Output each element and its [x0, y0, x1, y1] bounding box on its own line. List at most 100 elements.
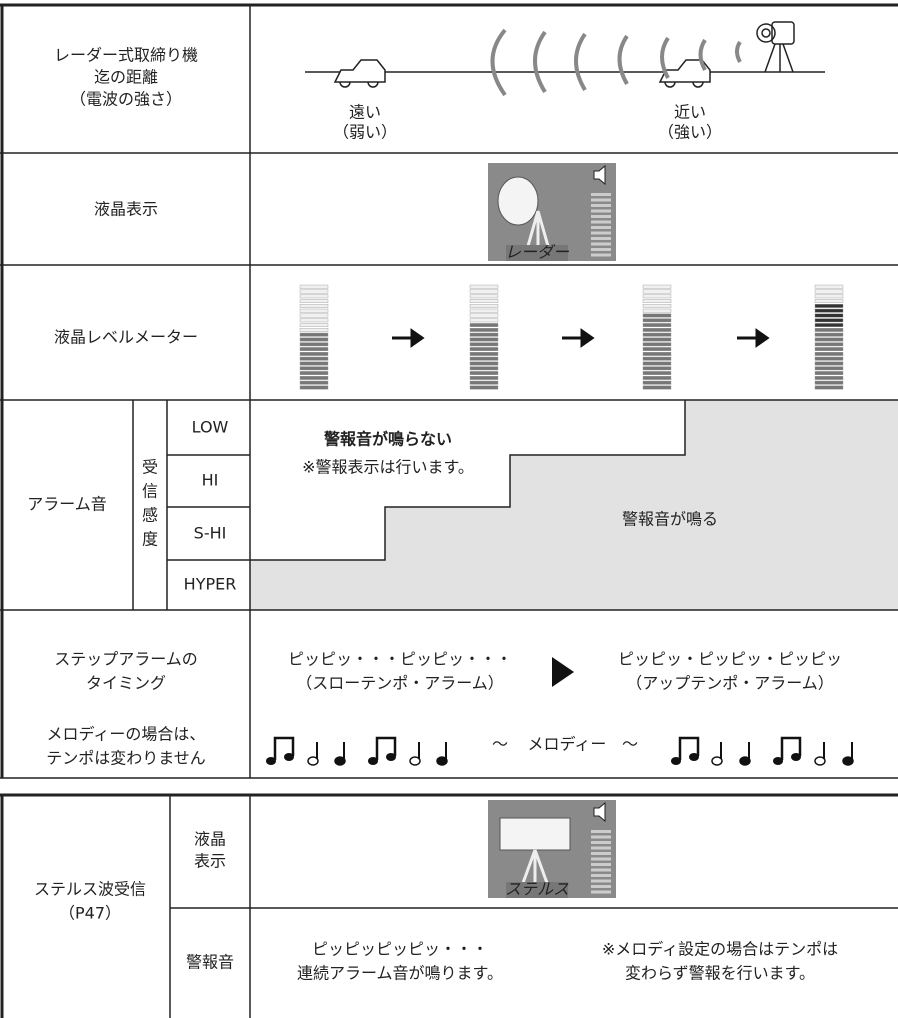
lcd-seg [591, 835, 611, 839]
meter-seg [642, 308, 672, 313]
meter-seg [299, 284, 329, 289]
note [273, 736, 295, 760]
fast-text: ピッピッ・ピッピッ・ピッピッ [618, 650, 842, 669]
meter-seg [469, 328, 499, 332]
meter-seg [642, 356, 672, 361]
meter-seg [299, 356, 329, 361]
meter-seg [469, 385, 499, 390]
lcd-seg [591, 248, 611, 251]
meter-seg [814, 318, 844, 323]
meter-seg [814, 366, 844, 371]
note-head [814, 756, 826, 766]
meter-seg [299, 313, 329, 318]
meter-seg [642, 332, 672, 337]
meter-seg [469, 361, 499, 366]
meter-seg [642, 304, 672, 308]
near-label: （強い） [658, 123, 722, 142]
near-label: 近い [674, 103, 706, 122]
meter-seg [642, 294, 672, 299]
meter-seg [814, 328, 844, 332]
fast-text: （アップテンポ・アラーム） [626, 674, 834, 693]
meter-seg [642, 323, 672, 327]
arrow [562, 328, 595, 348]
meter-seg [814, 347, 844, 351]
meter-seg [469, 366, 499, 371]
meter-seg [642, 347, 672, 351]
note-head [368, 757, 378, 765]
meter-seg [814, 299, 844, 303]
meter-seg [469, 347, 499, 351]
row-label: レーダー式取締り機 [54, 46, 198, 65]
lcd-seg [591, 852, 611, 855]
row-label: （P47） [59, 904, 121, 923]
meter-seg [814, 332, 844, 337]
slow-text: ピッピッ・・・ピッピッ・・・ [288, 650, 512, 669]
icon-text: ステルス [505, 880, 569, 899]
meter-seg [814, 342, 844, 347]
stealth-note: ※メロディ設定の場合はテンポは [602, 940, 838, 959]
lcd-seg [591, 226, 611, 229]
meter-seg [814, 323, 844, 327]
meter-seg [814, 289, 844, 294]
meter-seg [814, 294, 844, 299]
note-head [307, 756, 319, 766]
stealth-sound: ピッピッピッピッ・・・ [312, 940, 488, 959]
lcd-seg [591, 242, 611, 246]
tilde: ～ [492, 735, 508, 754]
lcd-seg [591, 193, 611, 196]
row-label: アラーム音 [27, 495, 107, 514]
meter-seg [642, 366, 672, 371]
level-label: HI [202, 471, 219, 490]
slow-text: （スローテンポ・アラーム） [296, 674, 504, 693]
meter-seg [469, 323, 499, 327]
lcd-icons [266, 163, 854, 898]
note [375, 736, 397, 760]
speaker [593, 801, 606, 823]
lcd-seg [591, 846, 611, 850]
note-head [671, 757, 681, 765]
row-label: メロディーの場合は、 [47, 725, 206, 744]
lcd-seg [591, 857, 611, 861]
note-head [266, 757, 276, 765]
meter-seg [299, 332, 329, 337]
meter-seg [642, 380, 672, 385]
level-label: LOW [192, 418, 229, 437]
meter-seg [642, 313, 672, 318]
sensitivity-label: 受 [142, 458, 158, 477]
far-label: （弱い） [333, 123, 397, 142]
meter-seg [299, 371, 329, 375]
stealth-sound: 連続アラーム音が鳴ります。 [297, 964, 503, 983]
lcd-seg [591, 209, 611, 213]
meter-seg [469, 352, 499, 356]
meter-seg [299, 380, 329, 385]
meter-seg [814, 313, 844, 318]
no-sound-text: 警報音が鳴らない [323, 430, 452, 449]
meter-seg [814, 356, 844, 361]
tripod [526, 210, 550, 247]
meter-seg [469, 342, 499, 347]
meter-seg [469, 313, 499, 318]
meter-seg [814, 376, 844, 380]
meter-seg [299, 294, 329, 299]
lcd-seg [591, 215, 611, 218]
note-head [711, 756, 723, 766]
label-bg [506, 882, 568, 898]
meter-seg [299, 342, 329, 347]
note-head [842, 756, 854, 766]
row-label: テンポは変わりません [46, 749, 206, 768]
stealth-head [499, 817, 571, 851]
meter-seg [814, 371, 844, 375]
meter-seg [469, 284, 499, 289]
note [678, 736, 700, 760]
sensitivity-label: 信 [142, 482, 158, 501]
meter-seg [469, 356, 499, 361]
lcd-seg [591, 198, 611, 202]
label-bg [506, 245, 568, 261]
meter-seg [642, 289, 672, 294]
meter-seg [814, 361, 844, 366]
sub-label: 液晶 [194, 830, 226, 849]
meter-seg [814, 337, 844, 342]
lcd-seg [591, 863, 611, 866]
row-label: ステルス波受信 [34, 880, 146, 899]
